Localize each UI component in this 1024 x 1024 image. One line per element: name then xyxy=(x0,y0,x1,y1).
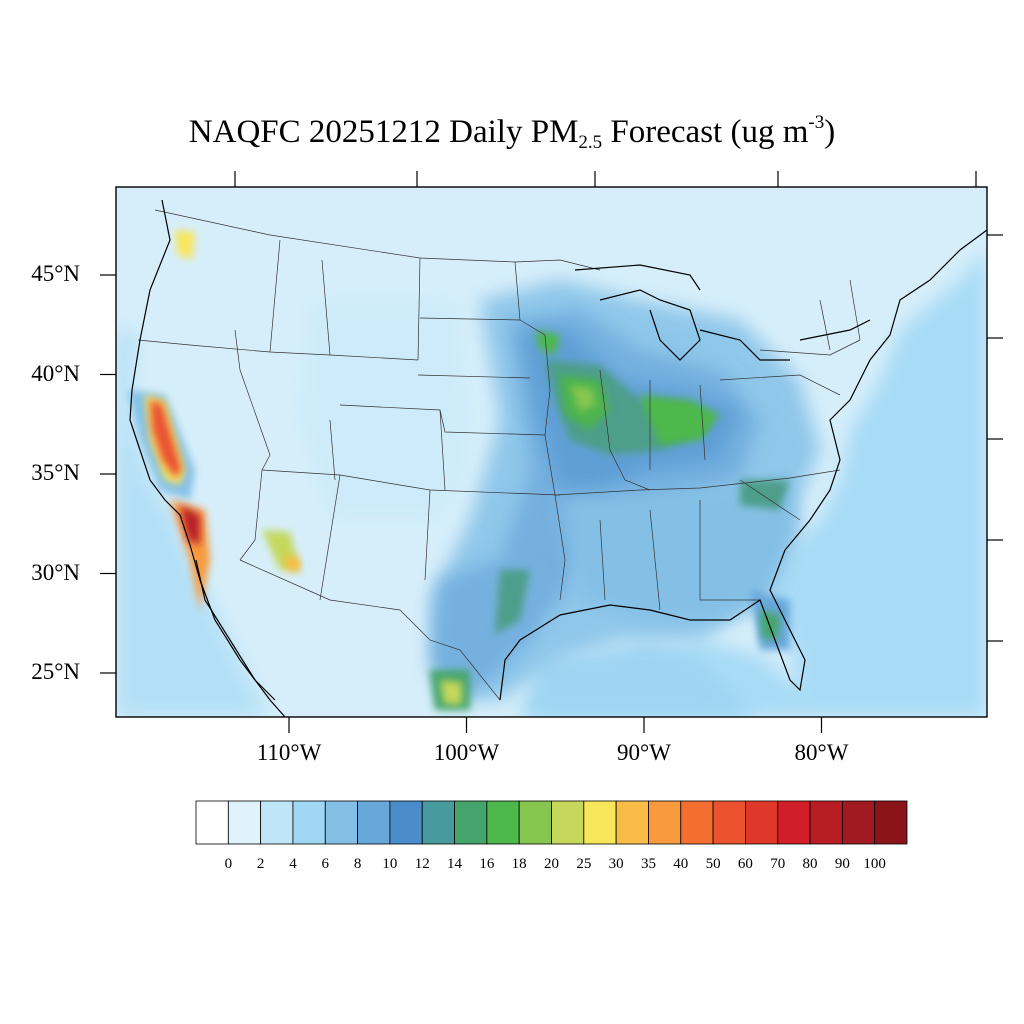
lake-michigan xyxy=(599,289,701,361)
colorbar-swatch xyxy=(292,800,326,845)
lon-label: 110°W xyxy=(256,740,322,765)
colorbar-swatch xyxy=(324,800,358,845)
coastlines xyxy=(129,199,987,717)
colorbar-label: 35 xyxy=(640,856,656,872)
colorbar-label: 20 xyxy=(544,856,559,872)
colorbar-label: 80 xyxy=(802,856,818,872)
colorbar-label: 50 xyxy=(705,856,721,872)
appalachia-hotspot xyxy=(740,480,790,510)
colorbar-swatch xyxy=(195,800,229,845)
colorbar-swatch xyxy=(648,800,682,845)
colorbar-label: 70 xyxy=(770,856,786,872)
colorbar-swatch xyxy=(260,800,294,845)
pacific-ocean xyxy=(116,330,270,717)
lat-label: 45°N xyxy=(31,261,80,286)
idaho-nevada-line xyxy=(234,329,271,471)
colorbar-label: 18 xyxy=(511,856,527,872)
colorbar-label: 40 xyxy=(673,856,689,872)
mexico-hotspot xyxy=(440,680,462,705)
lat-label: 25°N xyxy=(31,659,80,684)
colorbar-swatch xyxy=(841,800,876,845)
us-canada-border xyxy=(154,209,601,271)
colorbar-label: 0 xyxy=(224,856,233,872)
colorbar-swatch xyxy=(486,800,520,845)
colorbar-label: 4 xyxy=(289,856,297,872)
lake-huron-erie xyxy=(699,329,790,361)
colorbar-label: 8 xyxy=(353,856,362,872)
atlantic-ocean xyxy=(520,187,987,717)
colorbar-swatch xyxy=(712,800,746,845)
colorbar xyxy=(195,800,908,845)
colorbar-swatch xyxy=(357,800,391,845)
colorbar-label: 30 xyxy=(608,856,624,872)
colorbar-swatch xyxy=(583,800,617,845)
minnesota-hotspot xyxy=(535,330,560,355)
lat-label: 35°N xyxy=(31,460,80,485)
lake-superior xyxy=(574,264,701,291)
map-title: NAQFC 20251212 Daily PM2.5 Forecast (ug … xyxy=(188,112,836,153)
indiana-hotspot xyxy=(640,395,720,445)
lat-label: 30°N xyxy=(31,559,80,585)
colorbar-label: 6 xyxy=(321,856,330,872)
colorbar-label: 25 xyxy=(576,856,592,872)
puget-sound-hotspot xyxy=(175,230,195,260)
lon-label: 80°W xyxy=(794,740,849,765)
gulf-of-mexico xyxy=(520,640,760,717)
colorbar-label: 14 xyxy=(447,856,463,872)
colorbar-swatch xyxy=(874,800,908,845)
lat-label: 40°N xyxy=(31,360,80,386)
colorbar-label: 90 xyxy=(834,856,850,872)
map-frame xyxy=(115,186,988,718)
colorbar-swatch xyxy=(615,800,649,845)
colorbar-swatch xyxy=(389,800,423,845)
lon-label: 90°W xyxy=(617,740,671,765)
axis-ticks xyxy=(100,171,1003,733)
colorbar-label: 10 xyxy=(382,856,398,872)
gulf-of-california xyxy=(195,559,276,701)
colorbar-swatch xyxy=(227,800,262,845)
colorbar-swatch xyxy=(809,800,843,845)
southern-ca-hotspot xyxy=(180,505,200,545)
colorbar-label: 60 xyxy=(737,856,753,872)
lon-label: 100°W xyxy=(433,740,500,765)
colorbar-swatch xyxy=(680,800,714,845)
gulf-and-atlantic-coast xyxy=(499,229,987,701)
colorbar-swatch xyxy=(777,800,811,845)
pm25-field xyxy=(116,187,987,717)
colorbar-label: 2 xyxy=(256,856,265,872)
colorbar-swatch xyxy=(745,800,779,845)
colorbar-swatch xyxy=(454,800,488,845)
pacific-coast xyxy=(129,199,286,717)
boundaries xyxy=(137,209,861,701)
colorbar-label: 100 xyxy=(863,856,886,872)
colorbar-swatch xyxy=(518,800,552,845)
central-valley-hotspot xyxy=(150,400,182,478)
us-mexico-border xyxy=(239,559,501,701)
colorbar-swatch xyxy=(551,800,585,845)
colorbar-swatch xyxy=(421,800,455,845)
colorbar-label: 12 xyxy=(414,856,430,872)
colorbar-label: 16 xyxy=(479,856,495,872)
